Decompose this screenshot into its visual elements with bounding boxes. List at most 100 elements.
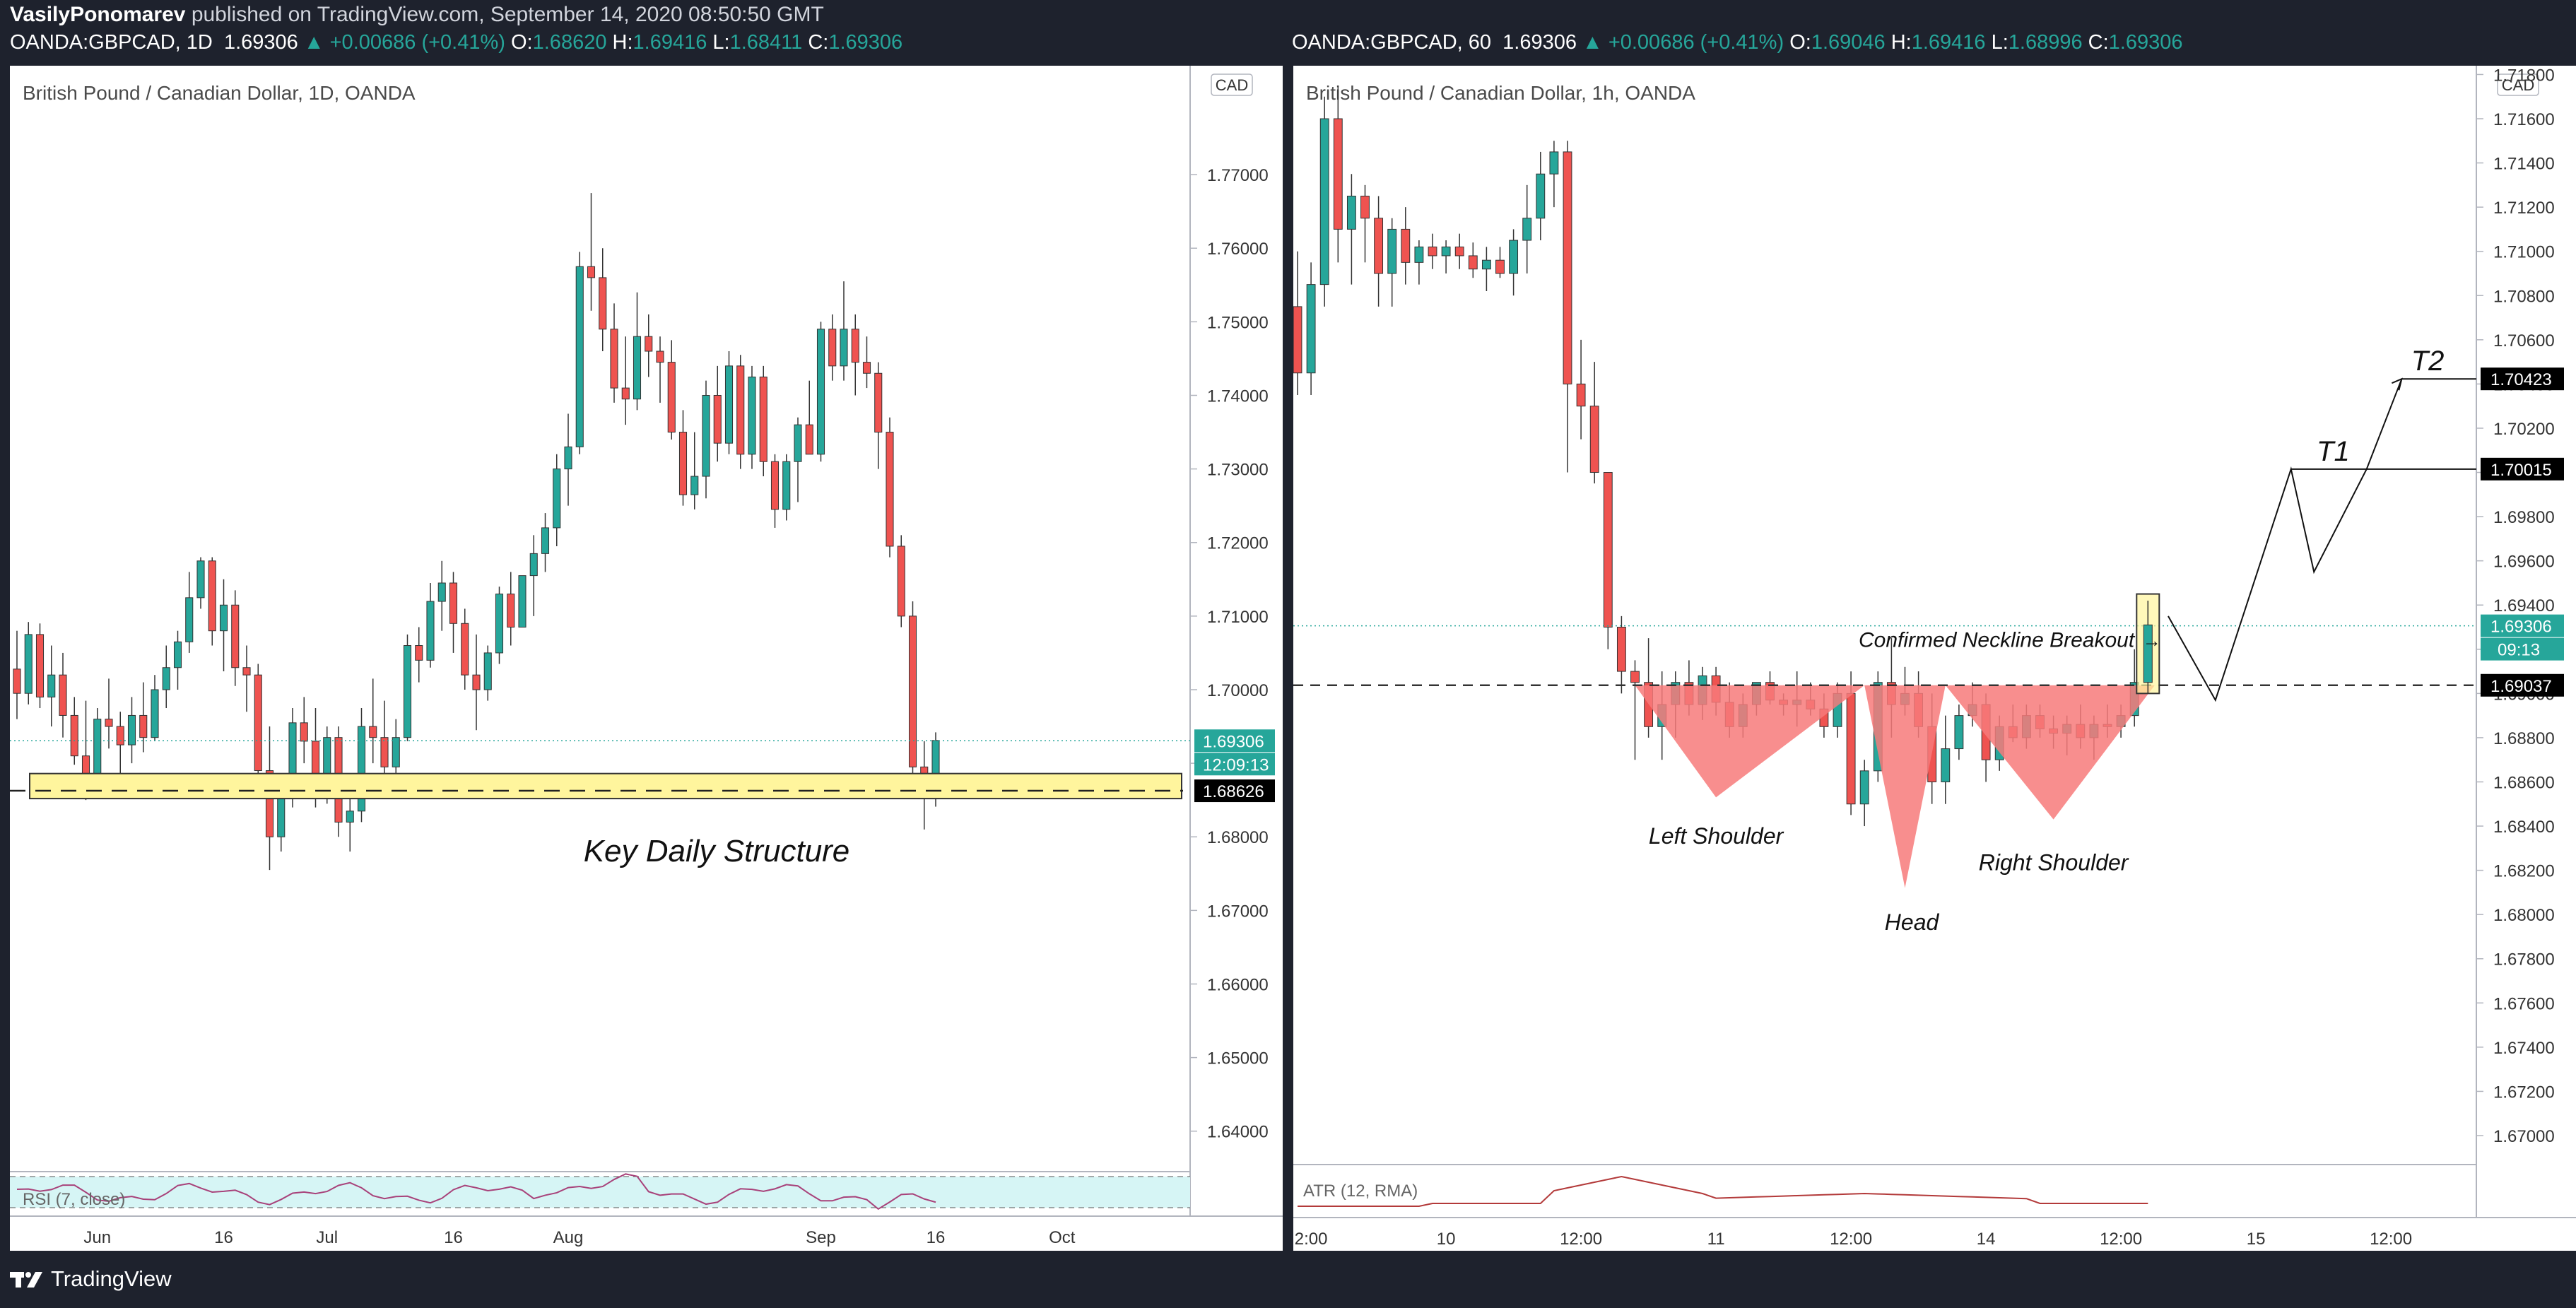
x-tick-label: 12:00 <box>2370 1230 2412 1249</box>
price-tag-value: 1.70423 <box>2490 370 2552 389</box>
candle-body <box>1859 770 1869 805</box>
candle-body <box>1360 195 1370 219</box>
left-h-label: H: <box>612 31 633 54</box>
candle-body <box>1401 228 1411 263</box>
right-symbol-line: OANDA:GBPCAD, 60 1.69306 ▲ +0.00686 (+0.… <box>1292 31 2183 54</box>
right-shoulder-label: Right Shoulder <box>1979 850 2129 876</box>
candle-body <box>886 432 894 547</box>
candle-body <box>908 615 917 767</box>
left-change: +0.00686 (+0.41%) <box>329 31 505 54</box>
candle-body <box>1306 284 1316 374</box>
y-tick-label: 1.74000 <box>1207 387 1269 406</box>
candle-body <box>35 634 45 697</box>
candle-body <box>1495 259 1505 274</box>
countdown-tag <box>1194 753 1275 776</box>
left-o: 1.68620 <box>532 31 607 54</box>
candle-body <box>553 469 561 529</box>
y-tick-label: 1.68400 <box>2493 818 2555 837</box>
x-tick-label: 16 <box>444 1228 463 1247</box>
y-tick-label: 1.77000 <box>1207 166 1269 185</box>
y-tick-label: 1.67800 <box>2493 950 2555 970</box>
candle-body <box>1387 228 1397 274</box>
candle-body <box>541 527 550 554</box>
right-h-label: H: <box>1890 31 1912 54</box>
candle-body <box>1630 671 1640 683</box>
candle-body <box>1846 693 1856 805</box>
neckline-breakout-label: Confirmed Neckline Breakout <box>1859 629 2136 652</box>
zone-label: Key Daily Structure <box>584 834 850 868</box>
publish-line: VasilyPonomarev published on TradingView… <box>10 3 824 27</box>
tradingview-logo-icon <box>10 1272 42 1288</box>
projection-arrowhead <box>2391 377 2403 391</box>
candle-body <box>219 604 228 632</box>
candle-body <box>173 641 182 668</box>
left-c-label: C: <box>808 31 829 54</box>
x-tick-label: 12:00 <box>2100 1230 2142 1249</box>
left-chart-svg[interactable]: British Pound / Canadian Dollar, 1D, OAN… <box>10 66 1283 1251</box>
currency-badge-box <box>1211 73 1253 96</box>
candle-body <box>1441 246 1451 257</box>
projection-path <box>2168 378 2403 702</box>
left-shoulder-label: Left Shoulder <box>1649 823 1784 849</box>
publish-info: published on TradingView.com, September … <box>191 3 824 26</box>
x-tick-label: 15 <box>2247 1230 2266 1249</box>
candle-body <box>840 329 848 367</box>
candle-body <box>1346 195 1356 230</box>
candle-body <box>231 604 240 668</box>
price-tag <box>2481 673 2564 697</box>
y-tick-label: 1.73000 <box>1207 461 1269 480</box>
left-price: 1.69306 <box>223 31 298 54</box>
candle-body <box>265 770 274 837</box>
candle-body <box>805 424 813 455</box>
candle-body <box>690 476 699 495</box>
y-tick-label: 1.71200 <box>2493 199 2555 218</box>
candle-body <box>736 365 745 455</box>
right-ticker[interactable]: OANDA:GBPCAD, 60 <box>1292 31 1492 54</box>
candle-body <box>759 376 767 462</box>
last-price-value: 1.69306 <box>1203 732 1264 751</box>
candle-body <box>162 667 170 690</box>
countdown-tag <box>2481 637 2564 661</box>
left-h: 1.69416 <box>633 31 707 54</box>
candle-body <box>897 546 905 617</box>
candle-body <box>2143 624 2153 683</box>
candle-body <box>1374 218 1384 274</box>
up-arrow-icon: ▲ <box>303 31 324 54</box>
candle-body <box>1481 259 1491 270</box>
tradingview-logo[interactable]: TradingView <box>10 1265 172 1293</box>
candle-body <box>1293 306 1302 374</box>
candle-body <box>403 645 412 738</box>
left-chart-panel[interactable]: British Pound / Canadian Dollar, 1D, OAN… <box>10 66 1283 1251</box>
right-chart-panel[interactable]: British Pound / Canadian Dollar, 1h, OAN… <box>1293 66 2576 1251</box>
candle-body <box>599 277 607 330</box>
price-tag-value: 1.69306 <box>2490 618 2552 637</box>
x-tick-label: 12:00 <box>1830 1230 1872 1249</box>
currency-badge-box <box>2497 73 2539 96</box>
candle-body <box>47 674 56 697</box>
y-tick-label: 1.68200 <box>2493 862 2555 881</box>
author-name[interactable]: VasilyPonomarev <box>10 3 186 26</box>
y-tick-label: 1.70600 <box>2493 331 2555 350</box>
candle-body <box>702 394 710 477</box>
x-tick-label: Jun <box>83 1228 111 1247</box>
y-tick-label: 1.67600 <box>2493 994 2555 1013</box>
left-symbol-line: OANDA:GBPCAD, 1D 1.69306 ▲ +0.00686 (+0.… <box>10 31 902 54</box>
candle-body <box>633 336 642 400</box>
candle-body <box>748 376 756 455</box>
candle-body <box>346 811 354 823</box>
candle-body <box>127 714 136 746</box>
x-tick-label: 11 <box>1707 1230 1725 1249</box>
up-arrow-icon: ▲ <box>1582 31 1603 54</box>
candle-body <box>1454 246 1464 257</box>
candle-body <box>300 722 308 742</box>
y-tick-label: 1.76000 <box>1207 240 1269 259</box>
t1-label: T1 <box>2317 436 2350 467</box>
y-tick-label: 1.69400 <box>2493 596 2555 615</box>
x-tick-label: Jul <box>316 1228 338 1247</box>
left-l-label: L: <box>712 31 730 54</box>
candle-body <box>1319 118 1329 285</box>
left-ticker[interactable]: OANDA:GBPCAD, 1D <box>10 31 213 54</box>
right-chart-svg[interactable]: British Pound / Canadian Dollar, 1h, OAN… <box>1293 66 2576 1251</box>
head-triangle <box>1864 685 1946 888</box>
level-price-value: 1.68626 <box>1203 782 1264 801</box>
